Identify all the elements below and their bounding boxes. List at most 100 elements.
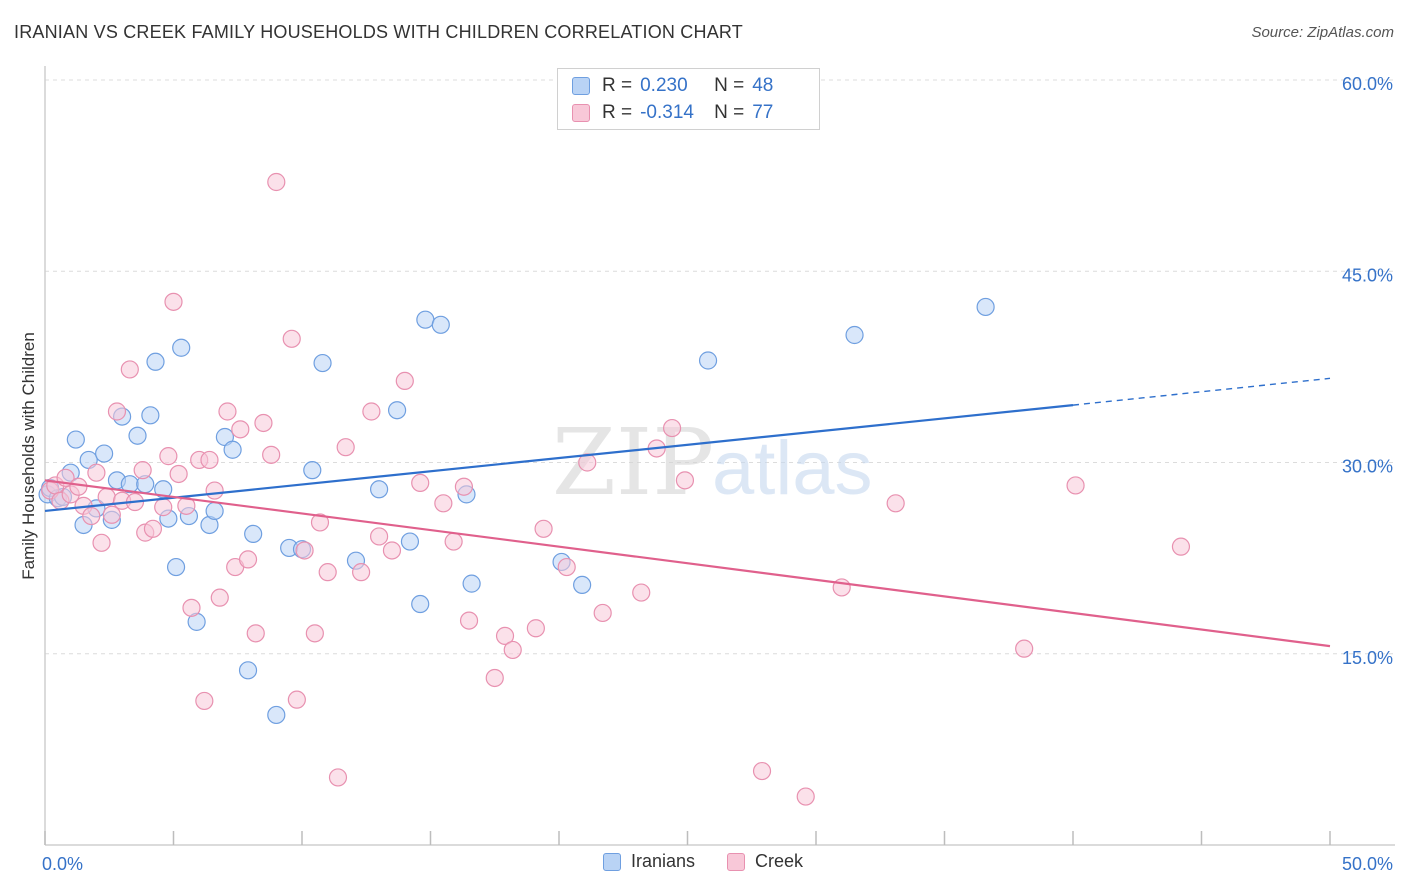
iranians-point (313, 353, 332, 373)
iranians-point (267, 705, 286, 725)
tick-labels: 15.0% 30.0% 45.0% 60.0% 0.0% 50.0% (42, 74, 1393, 874)
legend-item-iranians[interactable]: Iranians (602, 851, 696, 872)
iranians-point (95, 444, 114, 463)
n-label: N = (714, 102, 745, 123)
creek-point (102, 505, 121, 524)
creek-point (69, 477, 88, 496)
iranians-point (431, 315, 450, 334)
watermark: ZIP atlas (552, 409, 873, 516)
iranians-point (141, 406, 160, 425)
creek-point (287, 690, 306, 709)
creek-point (218, 402, 237, 421)
creek-point (593, 603, 612, 623)
stats-row-creek: R = -0.314 N = 77 (572, 100, 773, 126)
creek-point (444, 532, 463, 551)
creek-point (382, 541, 402, 560)
creek-point (1171, 537, 1191, 556)
iranians-point (462, 574, 481, 593)
y-tick-label: 30.0% (1342, 457, 1393, 477)
creek-point (97, 487, 116, 507)
creek-point (82, 506, 101, 526)
iranians-point (238, 661, 258, 680)
creek-point (370, 527, 389, 546)
source-note: Source: ZipAtlas.com (1251, 24, 1394, 41)
creek-point (526, 619, 545, 638)
y-tick-label: 60.0% (1342, 74, 1393, 94)
x-tick-label: 50.0% (1342, 854, 1393, 874)
trendlines (44, 377, 1331, 648)
trendline-iranians-extension (1072, 377, 1331, 406)
iranians-point (698, 351, 718, 370)
creek-point (395, 371, 414, 390)
legend-swatch-iranians (602, 852, 621, 871)
r-value-creek: -0.314 (640, 102, 694, 123)
chart-title: IRANIAN VS CREEK FAMILY HOUSEHOLDS WITH … (14, 22, 743, 42)
creek-point (267, 172, 286, 192)
iranians-point (166, 557, 186, 577)
creek-point (205, 481, 224, 500)
creek-point (159, 447, 178, 466)
iranians-point (223, 440, 242, 459)
iranians-point (400, 532, 420, 551)
creek-point (352, 563, 371, 582)
axes (44, 66, 1395, 846)
creek-point (310, 513, 330, 532)
n-value-creek: 77 (752, 102, 774, 123)
creek-point (164, 292, 183, 311)
y-tick-label: 15.0% (1342, 648, 1393, 668)
iranians-point (244, 524, 263, 544)
n-value-iranians: 48 (752, 75, 774, 96)
creek-point (169, 464, 188, 484)
creek-point (282, 329, 301, 348)
creek-point (1066, 476, 1085, 495)
creek-point (485, 668, 504, 688)
y-axis-label: Family Households with Children (19, 332, 38, 580)
creek-point (92, 533, 111, 552)
iranians-point (411, 594, 430, 614)
trendline-creek (44, 479, 1331, 648)
watermark-zip: ZIP (552, 409, 714, 516)
trendline-iranians (44, 404, 1074, 513)
creek-point (534, 519, 553, 538)
creek-point (1015, 639, 1034, 658)
creek-point (262, 445, 281, 464)
creek-point (231, 420, 250, 439)
creek-point (107, 402, 127, 421)
iranians-point (845, 325, 864, 345)
creek-point (796, 787, 815, 806)
creek-point (195, 691, 214, 711)
creek-point (662, 418, 682, 438)
creek-point (886, 494, 905, 513)
n-label: N = (714, 75, 745, 96)
legend-label-creek: Creek (755, 851, 804, 871)
r-label: R = (602, 102, 633, 123)
iranians-point (573, 575, 592, 595)
legend-swatch-creek (727, 852, 746, 871)
legend-label-iranians: Iranians (630, 851, 696, 871)
creek-point (182, 598, 201, 617)
iranians-swatch (572, 77, 590, 95)
stats-row-iranians: R = 0.230 N = 48 (572, 73, 773, 99)
creek-point (454, 477, 474, 496)
creek-point (154, 498, 173, 517)
creek-point (503, 640, 522, 660)
creek-point (336, 438, 355, 457)
iranians-point (370, 480, 389, 499)
iranians-point (146, 352, 165, 371)
legend-item-creek[interactable]: Creek (727, 851, 803, 872)
creek-point (328, 768, 348, 787)
creek-point (495, 626, 515, 646)
stats-box: R = 0.230 N = 48 R = -0.314 N = 77 (557, 68, 820, 130)
creek-point (362, 402, 381, 421)
creek-point (305, 624, 324, 643)
creek-point (143, 519, 163, 538)
creek-point (752, 761, 772, 781)
iranians-point (303, 461, 322, 480)
y-tick-label: 45.0% (1342, 265, 1393, 285)
creek-swatch (572, 104, 590, 122)
creek-point (254, 413, 273, 433)
creek-point (210, 588, 229, 607)
creek-point (295, 541, 314, 560)
creek-point (133, 461, 152, 480)
